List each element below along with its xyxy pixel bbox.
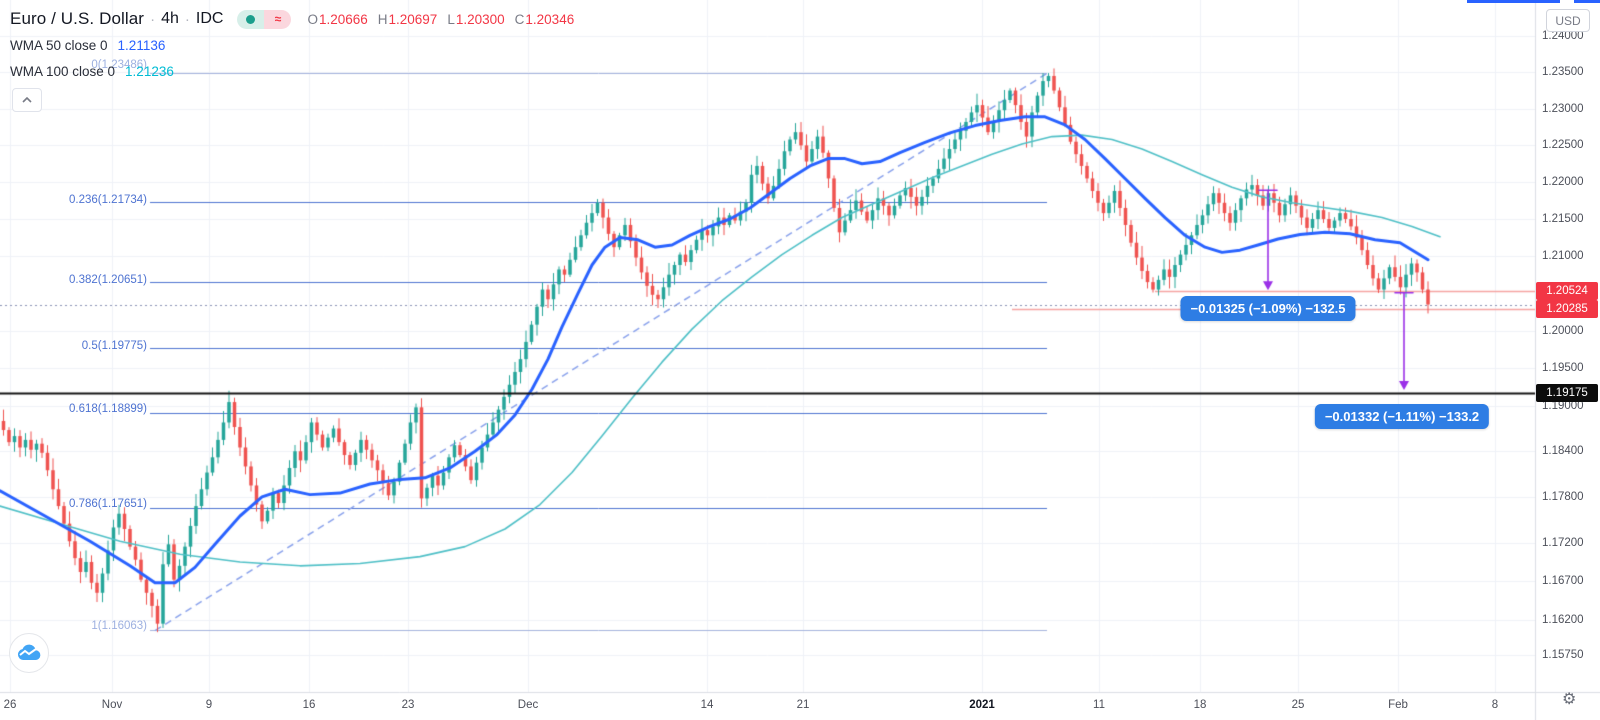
price-tick-label: 1.15750 xyxy=(1542,648,1584,661)
fib-level-label[interactable]: 0.5(1.19775) xyxy=(81,339,147,352)
time-tick-label: Nov xyxy=(101,699,123,711)
price-tick-label: 1.21500 xyxy=(1542,213,1584,226)
fib-level-label[interactable]: 1(1.16063) xyxy=(91,620,147,633)
high-label: H xyxy=(377,11,388,27)
fib-level-label[interactable]: 0.236(1.21734) xyxy=(68,193,147,206)
fib-level-label[interactable]: 0.618(1.18899) xyxy=(68,403,147,416)
fib-level-label[interactable]: 0.382(1.20651) xyxy=(68,274,147,287)
indicator-row-wma50[interactable]: WMA 50 close 0 1.21136 xyxy=(10,32,574,58)
delayed-data-icon: ≈ xyxy=(264,9,292,29)
time-tick-label: 26 xyxy=(3,699,17,711)
time-tick-label: 18 xyxy=(1193,699,1207,711)
time-tick-label: 11 xyxy=(1093,699,1105,711)
indicator-value: 1.21136 xyxy=(117,37,166,53)
indicator-row-wma100[interactable]: WMA 100 close 0 1.21236 xyxy=(10,58,574,84)
chevron-up-icon xyxy=(22,97,32,103)
price-tick-label: 1.16200 xyxy=(1542,613,1584,626)
price-tick-label: 1.16700 xyxy=(1542,575,1584,588)
fib-level-label[interactable]: 0.786(1.17651) xyxy=(68,498,147,511)
price-tick-label: 1.19500 xyxy=(1542,362,1584,375)
time-tick-label: 8 xyxy=(1491,699,1499,711)
legend-collapse-button[interactable] xyxy=(12,88,42,112)
open-value: 1.20666 xyxy=(318,11,368,27)
price-tick-label: 1.21000 xyxy=(1542,250,1584,263)
open-label: O xyxy=(307,11,318,27)
price-tick-label: 1.17800 xyxy=(1542,490,1584,503)
loading-bar-segment xyxy=(1574,0,1600,3)
high-value: 1.20697 xyxy=(388,11,438,27)
price-tick-label: 1.22500 xyxy=(1542,139,1584,152)
fib-level-label[interactable]: 0(1.23486) xyxy=(91,59,147,72)
price-tag: 1.20285 xyxy=(1536,300,1598,319)
ohlc-readout: O1.20666 H1.20697 L1.20300 C1.20346 xyxy=(307,12,574,27)
low-value: 1.20300 xyxy=(455,11,505,27)
tradingview-logo[interactable] xyxy=(9,633,49,673)
time-tick-label: Feb xyxy=(1388,699,1408,711)
settings-gear-icon[interactable]: ⚙ xyxy=(1562,691,1577,708)
close-label: C xyxy=(514,11,525,27)
price-tag: 1.19175 xyxy=(1536,383,1598,402)
loading-bar-segment xyxy=(1467,0,1560,3)
price-tick-label: 1.17200 xyxy=(1542,536,1584,549)
time-tick-label: 21 xyxy=(796,699,810,711)
measurement-label[interactable]: −0.01332 (−1.11%) −133.2 xyxy=(1314,404,1490,429)
feed-label[interactable]: IDC xyxy=(195,10,224,27)
market-status-pills[interactable]: ≈ xyxy=(237,9,292,29)
chart-legend: Euro / U.S. Dollar · 4h · IDC ≈ O1.20666… xyxy=(10,6,574,84)
time-tick-label: 25 xyxy=(1291,699,1305,711)
close-value: 1.20346 xyxy=(525,11,575,27)
time-tick-label: 23 xyxy=(401,699,415,711)
price-tick-label: 1.24000 xyxy=(1542,30,1584,43)
time-tick-label: Dec xyxy=(517,699,539,711)
market-open-dot-icon xyxy=(237,9,265,29)
time-tick-label: 16 xyxy=(302,699,316,711)
separator-dot: · xyxy=(150,10,156,28)
price-tick-label: 1.22000 xyxy=(1542,176,1584,189)
measurement-label[interactable]: −0.01325 (−1.09%) −132.5 xyxy=(1180,296,1356,321)
cloud-chart-icon xyxy=(17,644,41,661)
price-tick-label: 1.23500 xyxy=(1542,66,1584,79)
price-tick-label: 1.18400 xyxy=(1542,445,1584,458)
time-tick-label: 2021 xyxy=(969,699,995,711)
indicator-name: WMA 100 close 0 xyxy=(10,63,116,79)
indicator-value: 1.21236 xyxy=(125,63,174,79)
price-tick-label: 1.19000 xyxy=(1542,399,1584,412)
symbol-title[interactable]: Euro / U.S. Dollar xyxy=(10,9,145,28)
time-tick-label: 14 xyxy=(700,699,714,711)
currency-toggle-button[interactable]: USD xyxy=(1546,9,1590,32)
separator-dot: · xyxy=(184,10,190,28)
indicator-name: WMA 50 close 0 xyxy=(10,37,108,53)
symbol-row[interactable]: Euro / U.S. Dollar · 4h · IDC ≈ O1.20666… xyxy=(10,6,574,32)
time-tick-label: 9 xyxy=(205,699,213,711)
price-tick-label: 1.20000 xyxy=(1542,324,1584,337)
price-tick-label: 1.23000 xyxy=(1542,102,1584,115)
low-label: L xyxy=(447,11,455,27)
interval-label[interactable]: 4h xyxy=(161,10,179,27)
price-tag: 1.20524 xyxy=(1536,282,1598,301)
